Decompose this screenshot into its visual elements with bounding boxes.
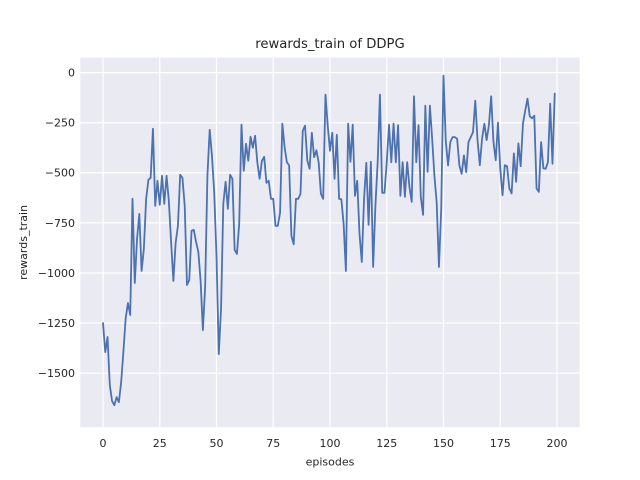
- y-tick-label: 0: [68, 67, 75, 80]
- rewards_train-line: [102, 74, 556, 407]
- y-axis-ticks: 0 −250 −500 −750 −1000 −1250 −1500: [38, 67, 75, 380]
- series-layer: [102, 74, 556, 407]
- x-axis-ticks: 0 25 50 75 100 125 150 175 200: [100, 437, 568, 450]
- grid-layer: [80, 57, 580, 428]
- x-tick-label: 125: [376, 437, 397, 450]
- x-axis-label: episodes: [306, 456, 355, 469]
- x-tick-label: 0: [100, 437, 107, 450]
- chart-title: rewards_train of DDPG: [255, 37, 404, 52]
- x-tick-label: 200: [547, 437, 568, 450]
- y-tick-label: −1250: [38, 317, 75, 330]
- x-tick-label: 175: [490, 437, 511, 450]
- y-tick-label: −750: [45, 217, 75, 230]
- x-tick-label: 75: [266, 437, 280, 450]
- x-tick-label: 150: [433, 437, 454, 450]
- y-tick-label: −250: [45, 117, 75, 130]
- y-tick-label: −1000: [38, 267, 75, 280]
- y-tick-label: −500: [45, 167, 75, 180]
- y-tick-label: −1500: [38, 367, 75, 380]
- x-tick-label: 100: [320, 437, 341, 450]
- x-tick-label: 25: [153, 437, 167, 450]
- y-axis-label: rewards_train: [17, 205, 30, 280]
- x-tick-label: 50: [210, 437, 224, 450]
